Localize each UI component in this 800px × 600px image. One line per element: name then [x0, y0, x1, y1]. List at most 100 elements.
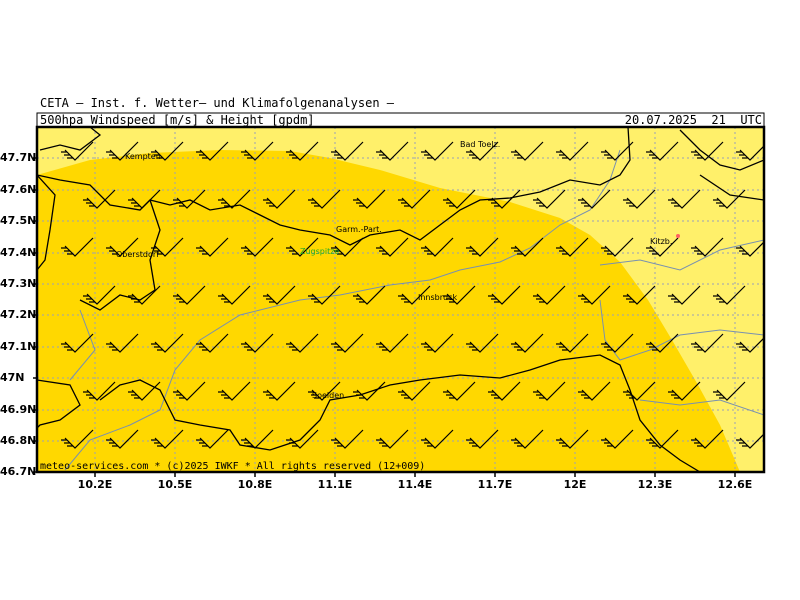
wind-barb-icon [533, 189, 566, 209]
y-tick-label: 47.1N [0, 340, 37, 353]
x-tick-label: 10.5E [157, 478, 193, 491]
wind-barb-icon [241, 141, 274, 161]
wind-barb-icon [646, 141, 679, 161]
wind-barb-icon [353, 381, 386, 401]
wind-barb-icon [331, 237, 364, 257]
wind-barb-icon [376, 429, 409, 449]
wind-barb-icon [263, 285, 296, 305]
wind-barb-icon [601, 141, 634, 161]
wind-barb-icon [241, 237, 274, 257]
wind-barb-icon [331, 333, 364, 353]
wind-barb-icon [668, 285, 701, 305]
wind-barb-icon [736, 145, 764, 161]
rivers [64, 149, 764, 471]
wind-barb-icon [443, 285, 476, 305]
x-tick-label: 10.8E [237, 478, 273, 491]
wind-barb-icon [173, 285, 206, 305]
x-tick-label: 12.3E [637, 478, 673, 491]
wind-barb-icon [466, 237, 499, 257]
wind-barb-icon [286, 141, 319, 161]
wind-barb-icon [736, 241, 764, 257]
wind-barb-icon [286, 237, 319, 257]
y-tick-label: 46.7N [0, 465, 37, 478]
x-tick-label: 10.2E [77, 478, 113, 491]
wind-barb-icon [466, 429, 499, 449]
wind-barb-icon [263, 381, 296, 401]
wind-barb-icon [511, 237, 544, 257]
wind-barb-icon [196, 237, 229, 257]
city-label: Kempten [125, 152, 161, 161]
wind-barb-icon [106, 141, 139, 161]
wind-barb-icon [646, 429, 679, 449]
wind-barb-icon [578, 381, 611, 401]
wind-barb-icon [421, 429, 454, 449]
city-label: Kitzb. [650, 237, 672, 246]
wind-barb-icon [173, 381, 206, 401]
wind-barb-icon [556, 429, 589, 449]
wind-barb-icon [61, 429, 94, 449]
region-inner [37, 150, 740, 472]
wind-barb-icon [398, 285, 431, 305]
y-tick-label: 47.6N [0, 183, 37, 196]
wind-barb-icon [218, 189, 251, 209]
wind-barb-icon [646, 237, 679, 257]
wind-barb-icon [736, 337, 764, 353]
wind-barb-icon [241, 333, 274, 353]
wind-barb-icon [151, 429, 184, 449]
wind-barb-icon [196, 333, 229, 353]
wind-barb-icon [218, 285, 251, 305]
wind-barb-icon [353, 285, 386, 305]
wind-barb-icon [83, 381, 116, 401]
wind-barb-icon [83, 189, 116, 209]
wind-barb-icon [61, 237, 94, 257]
wind-barb-icon [556, 333, 589, 353]
wind-barb-icon [443, 381, 476, 401]
wind-barb-icon [713, 285, 746, 305]
wind-barb-icon [511, 429, 544, 449]
header-date: 20.07.2025 21 UTC [624, 113, 762, 127]
wind-barb-icon [331, 429, 364, 449]
wind-barb-icon [488, 189, 521, 209]
marker-kitzbuehel [676, 234, 680, 238]
city-label: Innsbruck [418, 293, 458, 302]
wind-barb-icon [308, 381, 341, 401]
wind-barb-icon [421, 141, 454, 161]
y-tick-label: 46.8N [0, 434, 37, 447]
wind-barb-icon [533, 381, 566, 401]
city-label: Garm.-Part. [336, 225, 382, 234]
wind-barb-icon [398, 189, 431, 209]
wind-barb-icon [128, 285, 161, 305]
wind-barb-icon [668, 189, 701, 209]
wind-barb-icon [556, 141, 589, 161]
wind-barb-icon [691, 237, 724, 257]
wind-barb-icon [668, 381, 701, 401]
wind-barbs [61, 141, 764, 449]
wind-barb-icon [106, 429, 139, 449]
x-tick-label: 12E [563, 478, 587, 491]
wind-barb-icon [466, 333, 499, 353]
city-label: Bad Toelz. [460, 140, 500, 149]
wind-barb-icon [511, 333, 544, 353]
city-label: Oberstdorf [116, 250, 159, 259]
wind-barb-icon [376, 141, 409, 161]
city-label: Soelden [312, 391, 344, 400]
copyright-footer: meteo-services.com * (c)2025 IWKF * All … [40, 461, 425, 472]
city-labels: Kempten Bad Toelz. Garm.-Part. Zugspitze Obe… [116, 140, 672, 400]
wind-barb-icon [173, 189, 206, 209]
wind-barb-icon [196, 141, 229, 161]
y-tick-label: 47N [0, 371, 25, 384]
wind-barb-icon [691, 333, 724, 353]
wind-barb-icon [286, 429, 319, 449]
wind-barb-icon [578, 189, 611, 209]
wind-barb-icon [286, 333, 319, 353]
wind-barb-icon [241, 429, 274, 449]
header-org: CETA — Inst. f. Wetter— und Klimafolgena… [40, 96, 395, 110]
wind-barb-icon [691, 429, 724, 449]
wind-barb-icon [376, 237, 409, 257]
wind-barb-icon [443, 189, 476, 209]
y-tick-label: 47.7N [0, 151, 37, 164]
wind-barb-icon [623, 189, 656, 209]
wind-barb-icon [61, 141, 94, 161]
wind-barb-icon [83, 285, 116, 305]
wind-barb-icon [151, 333, 184, 353]
